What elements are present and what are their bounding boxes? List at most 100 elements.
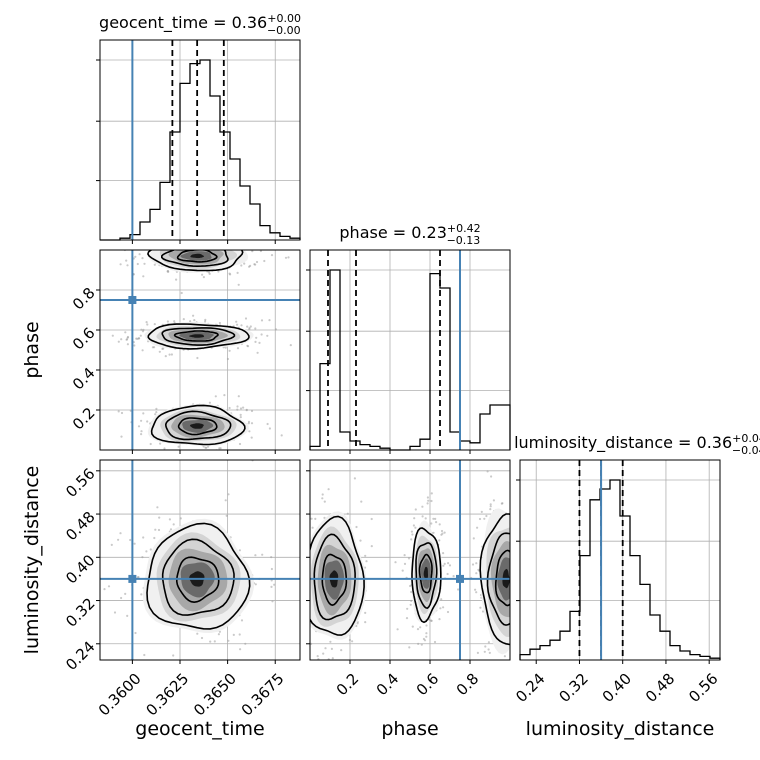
- sample-point: [239, 416, 242, 419]
- sample-point: [438, 539, 441, 542]
- sample-point: [266, 422, 269, 426]
- sample-point: [515, 640, 517, 642]
- sample-point: [540, 604, 542, 606]
- sample-point: [517, 576, 519, 578]
- y-tick-label: 0.4: [69, 364, 99, 394]
- sample-point: [419, 626, 422, 629]
- sample-point: [490, 475, 493, 478]
- sample-point: [117, 410, 120, 413]
- sample-point: [447, 562, 450, 565]
- sample-point: [414, 508, 417, 511]
- sample-point: [140, 328, 143, 331]
- sample-point: [310, 642, 313, 646]
- sample-point: [488, 660, 490, 662]
- sample-point: [113, 611, 117, 614]
- sample-point: [476, 651, 479, 655]
- sample-point: [305, 564, 307, 566]
- sample-point: [236, 405, 239, 408]
- sample-point: [522, 626, 524, 628]
- sample-point: [180, 291, 183, 295]
- sample-point: [215, 246, 217, 248]
- sample-point: [218, 235, 220, 237]
- sample-point: [526, 624, 528, 626]
- sample-point: [249, 264, 252, 267]
- sample-point: [139, 240, 141, 242]
- sample-point: [254, 554, 257, 557]
- sample-point: [516, 595, 518, 597]
- sample-point: [140, 433, 143, 436]
- sample-point: [487, 641, 490, 644]
- sample-point: [202, 276, 205, 279]
- sample-point: [481, 610, 485, 613]
- sample-point: [201, 273, 204, 276]
- sample-point: [533, 603, 535, 605]
- hist-panel-phase: phase = 0.23+0.42 −0.13: [306, 222, 511, 454]
- sample-point: [180, 237, 182, 239]
- sample-point: [516, 578, 518, 580]
- sample-point: [286, 585, 288, 587]
- sample-point: [117, 538, 120, 541]
- sample-point: [532, 553, 534, 555]
- sample-point: [274, 328, 278, 331]
- sample-point: [511, 548, 513, 550]
- sample-point: [430, 619, 433, 622]
- y-tick-label: 0.40: [62, 551, 98, 587]
- axes-frame: [99, 459, 301, 661]
- sample-point: [210, 244, 212, 246]
- sample-point: [164, 355, 167, 358]
- sample-point: [270, 254, 274, 257]
- sample-point: [438, 618, 441, 621]
- sample-point: [307, 566, 309, 568]
- y-axis-label-phase: phase: [21, 321, 43, 378]
- sample-point: [518, 622, 520, 624]
- contour-line: [147, 250, 244, 272]
- panel-geocent_time_luminosity_distance: [96, 459, 301, 664]
- sample-point: [236, 408, 239, 411]
- sample-point: [204, 446, 207, 449]
- sample-point: [229, 246, 231, 248]
- sample-point: [221, 243, 223, 245]
- sample-point: [316, 655, 319, 658]
- sample-point: [133, 344, 136, 347]
- sample-point: [282, 583, 284, 585]
- sample-point: [210, 246, 212, 248]
- sample-point: [149, 548, 152, 551]
- sample-point: [268, 427, 271, 430]
- sample-point: [168, 518, 171, 521]
- contour-line: [164, 410, 232, 441]
- sample-point: [442, 606, 445, 609]
- sample-point: [518, 555, 520, 557]
- panel-content: [103, 460, 276, 657]
- sample-point: [356, 622, 359, 625]
- sample-point: [154, 413, 157, 416]
- contour-line: [418, 553, 433, 594]
- density-level: [189, 334, 205, 338]
- panel-title-geocent_time: geocent_time = 0.36+0.00 −0.00: [99, 12, 301, 37]
- sample-point: [522, 603, 524, 605]
- sample-point: [486, 470, 489, 473]
- sample-point: [421, 515, 424, 518]
- sample-point: [424, 517, 427, 520]
- sample-point: [204, 245, 206, 247]
- sample-point: [303, 551, 305, 553]
- sample-point: [443, 531, 446, 534]
- sample-point: [448, 564, 452, 567]
- sample-point: [119, 532, 122, 535]
- sample-point: [422, 637, 425, 641]
- sample-point: [250, 422, 254, 425]
- sample-point: [329, 640, 332, 643]
- sample-point: [217, 633, 220, 636]
- sample-point: [163, 447, 166, 450]
- sample-point: [177, 445, 180, 448]
- sample-point: [179, 517, 182, 520]
- sample-point: [254, 327, 257, 330]
- sample-point: [302, 590, 304, 592]
- contour-line: [173, 330, 219, 342]
- sample-point: [440, 598, 443, 601]
- sample-point: [244, 317, 248, 320]
- sample-point: [216, 245, 218, 247]
- sample-point: [301, 589, 303, 591]
- sample-point: [196, 245, 198, 247]
- sample-point: [526, 585, 528, 587]
- sample-point: [140, 593, 143, 596]
